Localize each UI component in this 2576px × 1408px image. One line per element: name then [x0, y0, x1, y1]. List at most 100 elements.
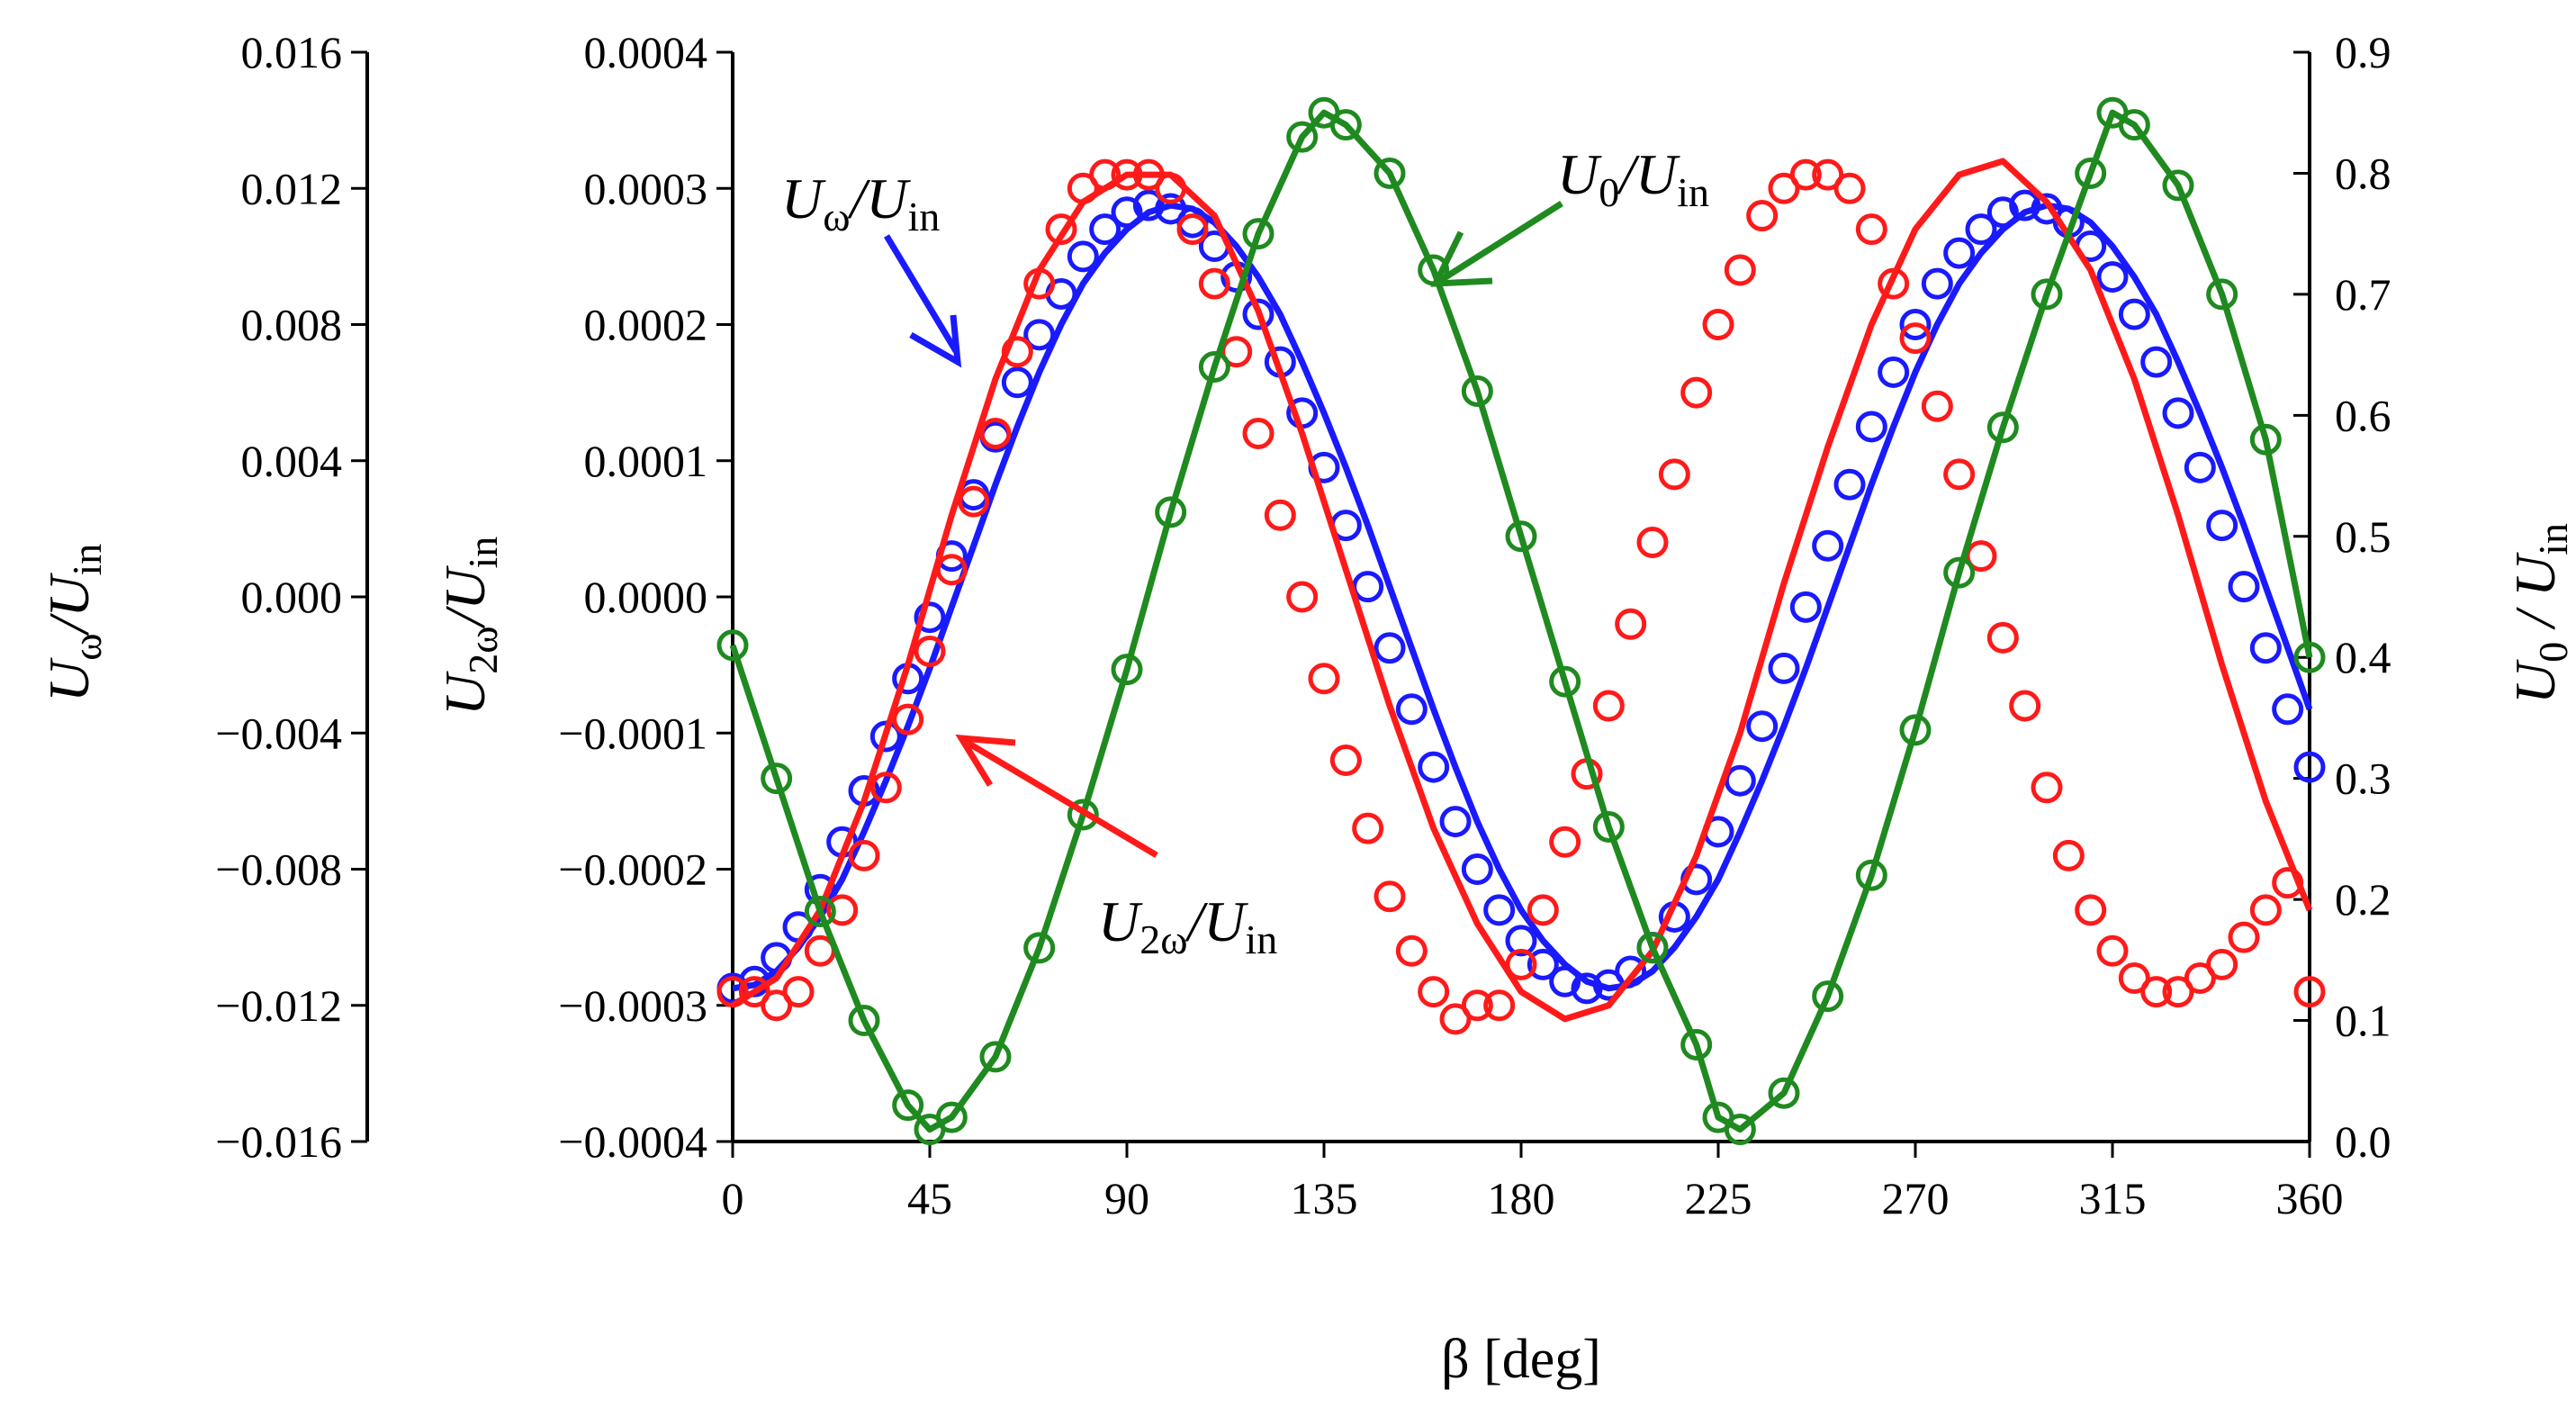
data-point-u_omega	[2272, 693, 2304, 726]
u_omega-tick-label: 0.012	[241, 163, 343, 213]
data-point-u_2omega	[1132, 158, 1165, 191]
u_2omega-tick-label: −0.0001	[558, 708, 707, 758]
data-point-u_omega	[1461, 853, 1493, 885]
data-point-u_omega	[2096, 261, 2129, 293]
data-point-u_0	[892, 1089, 924, 1122]
data-point-u_2omega	[1067, 172, 1099, 204]
annotation-u-omega: Uω/Uin	[781, 167, 940, 239]
data-point-u_2omega	[2118, 962, 2150, 994]
annotation-arrow-u-omega	[884, 234, 959, 353]
data-point-u_0	[1329, 109, 1362, 141]
u_2omega-tick-label: 0.0000	[584, 572, 708, 622]
data-point-u_2omega	[1549, 826, 1581, 858]
data-point-u_omega	[1615, 955, 1647, 988]
data-point-u_omega	[1001, 366, 1033, 399]
annotation-arrow-u-0	[1437, 201, 1563, 284]
data-point-u_2omega	[1001, 336, 1033, 368]
annotation-arrowhead-u-2omega	[955, 734, 1016, 787]
data-point-u_2omega	[1658, 458, 1690, 491]
data-point-u_omega	[1132, 189, 1165, 221]
data-point-u_2omega	[2184, 962, 2216, 994]
data-point-u_2omega	[1395, 934, 1428, 967]
data-point-u_0	[1549, 665, 1581, 698]
data-point-u_2omega	[1592, 690, 1625, 722]
data-point-u_2omega	[1264, 499, 1296, 531]
data-point-u_2omega	[1242, 418, 1274, 449]
data-point-u_omega	[2228, 571, 2260, 603]
data-point-u_0	[979, 1041, 1012, 1073]
data-point-u_0	[1986, 411, 2019, 444]
series-line-u_0	[729, 109, 2313, 1133]
u_0-tick-label: 0.3	[2335, 754, 2391, 804]
u-2omega-axis-title-part: U	[433, 671, 497, 716]
data-point-u_2omega	[958, 485, 990, 518]
series-line-u_2omega	[731, 158, 2313, 1023]
annotation-u-omega-part: /U	[848, 167, 912, 230]
data-point-u_2omega	[1111, 158, 1143, 191]
u-0-axis-title-part: in	[2530, 523, 2576, 555]
data-point-u_omega	[1833, 468, 1866, 501]
data-point-u_2omega	[1899, 322, 1932, 355]
annotation-u-0-part: U	[1557, 142, 1602, 206]
data-point-u_0	[1724, 1114, 1756, 1146]
data-point-u_2omega	[2228, 921, 2260, 953]
data-point-u_omega	[2249, 632, 2282, 664]
data-point-u_2omega	[1023, 267, 1056, 300]
x-tick-label: 225	[1685, 1173, 1752, 1223]
u_omega-tick-label: −0.004	[215, 708, 342, 758]
data-point-u_omega	[914, 601, 946, 634]
x-tick-label: 135	[1291, 1173, 1358, 1223]
data-point-u_2omega	[979, 418, 1012, 449]
x-tick-label: 45	[907, 1173, 952, 1223]
data-point-u_0	[1461, 375, 1493, 407]
data-point-u_2omega	[848, 839, 880, 871]
u_omega-tick-label: 0.016	[241, 27, 343, 77]
x-axis-title: β [deg]	[1441, 1329, 1601, 1390]
x-tick-label: 90	[1104, 1173, 1149, 1223]
data-point-u_0	[1067, 799, 1099, 831]
u_omega-tick-label: −0.016	[215, 1116, 342, 1167]
data-point-u_0	[1768, 1077, 1800, 1109]
series-line-u_omega	[732, 202, 2313, 992]
data-point-u_omega	[2009, 189, 2041, 221]
data-point-u_2omega	[1155, 172, 1187, 204]
data-point-u_2omega	[2249, 894, 2282, 926]
data-point-u_2omega	[1045, 213, 1077, 246]
u-2omega-axis-title: U2ω/Uin	[433, 537, 506, 716]
data-point-u_2omega	[2162, 976, 2194, 1008]
data-point-u_omega	[2031, 193, 2063, 225]
data-point-u_2omega	[826, 894, 859, 926]
data-point-u_2omega	[1878, 267, 1910, 300]
data-point-u_omega	[1899, 309, 1932, 340]
data-point-u_omega	[1812, 529, 1844, 562]
data-point-u_2omega	[2272, 867, 2304, 899]
u-2omega-axis-title-part: in	[460, 537, 506, 569]
data-point-u_0	[2031, 278, 2063, 311]
data-point-u_2omega	[1789, 158, 1822, 191]
data-point-u_omega	[1965, 213, 1997, 246]
data-point-u_omega	[1855, 411, 1887, 443]
data-point-u_0	[804, 896, 836, 928]
u_2omega-tick-label: −0.0003	[558, 980, 707, 1031]
data-point-u_omega	[1878, 356, 1910, 388]
data-point-u_0	[1943, 556, 1976, 589]
u_0-tick-label: 0.6	[2335, 390, 2391, 440]
data-point-u_omega	[1505, 925, 1537, 957]
data-point-u_2omega	[761, 989, 793, 1022]
data-point-u_2omega	[1702, 309, 1734, 340]
data-point-u_2omega	[2293, 976, 2326, 1008]
data-point-u_0	[935, 1101, 968, 1133]
u-omega-axis: 0.016 0.012 0.008 0.004 0.000 −0.004 −0.008 −0.…	[215, 27, 367, 1167]
data-point-u_2omega	[1329, 745, 1362, 776]
data-point-u_2omega	[1461, 989, 1493, 1022]
annotation-arrow-u-2omega	[966, 739, 1158, 859]
x-tick-label: 0	[722, 1173, 744, 1223]
data-point-u_0	[2118, 109, 2150, 141]
data-point-u_0	[1505, 520, 1537, 553]
annotation-u-omega-part: in	[908, 194, 941, 239]
data-point-u_2omega	[1176, 213, 1209, 246]
u-0-axis-title-part: / U	[2503, 552, 2567, 642]
annotation-u-2omega: U2ω/Uin	[1098, 889, 1277, 962]
